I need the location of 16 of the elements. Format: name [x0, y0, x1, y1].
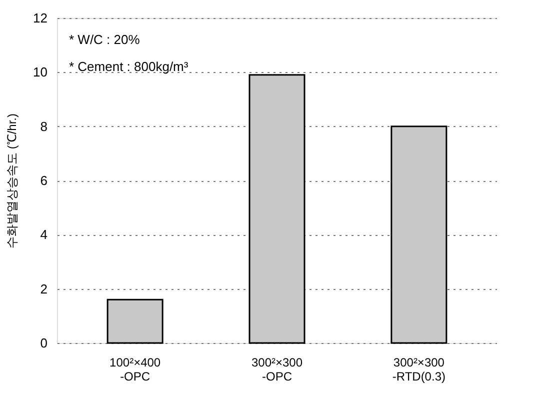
y-tick-label: 8: [40, 118, 48, 134]
y-tick-label: 6: [40, 173, 48, 188]
annotation: * Cement : 800kg/m³: [69, 59, 189, 74]
y-tick-label: 12: [33, 10, 48, 26]
bar: [248, 74, 306, 344]
annotation: * W/C : 20%: [69, 32, 140, 47]
y-axis-title: 수화발열상승속도 (℃/hr.): [5, 113, 20, 249]
bar: [390, 126, 448, 344]
y-tick-label: 2: [40, 281, 48, 296]
x-tick-label: 100²×400 -OPC: [110, 356, 161, 384]
x-tick-label: 300²×300 -RTD(0.3): [392, 356, 446, 384]
y-tick-label: 10: [33, 64, 48, 80]
x-tick-label: 300²×300 -OPC: [251, 356, 303, 384]
y-tick-label: 0: [40, 336, 48, 350]
bar: [106, 298, 164, 344]
y-tick-label: 4: [40, 227, 48, 242]
